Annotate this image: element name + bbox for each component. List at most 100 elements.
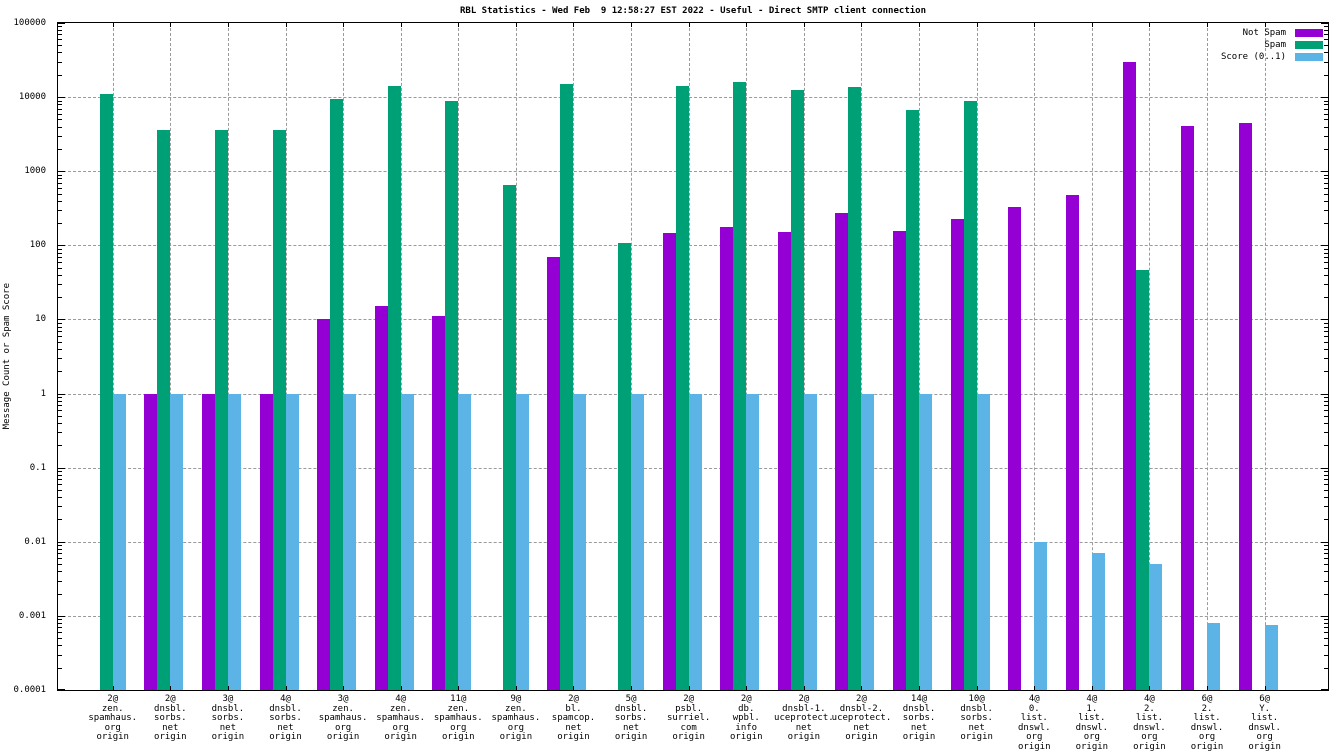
y-minor-tick bbox=[58, 61, 62, 63]
y-minor-tick bbox=[1324, 396, 1328, 398]
bar-not-spam bbox=[432, 316, 446, 690]
y-minor-tick bbox=[1324, 400, 1328, 402]
x-tick bbox=[227, 686, 229, 690]
y-minor-tick bbox=[58, 261, 62, 263]
y-minor-tick bbox=[58, 548, 62, 550]
bar-not-spam bbox=[1123, 61, 1137, 690]
bar-spam bbox=[618, 243, 632, 690]
x-gridline bbox=[1149, 23, 1151, 690]
y-major-tick bbox=[58, 245, 65, 247]
legend-label: Spam bbox=[1264, 40, 1286, 50]
bar-spam bbox=[963, 101, 977, 690]
x-tick bbox=[688, 686, 690, 690]
bar-not-spam bbox=[259, 393, 273, 690]
y-minor-tick bbox=[1324, 252, 1328, 254]
y-minor-tick bbox=[1324, 593, 1328, 595]
y-minor-tick bbox=[1324, 548, 1328, 550]
x-tick bbox=[861, 686, 863, 690]
y-minor-tick bbox=[1324, 100, 1328, 102]
y-tick-label: 0.01 bbox=[24, 536, 46, 547]
bar-not-spam bbox=[144, 393, 158, 690]
y-minor-tick bbox=[58, 553, 62, 555]
legend-row: Not Spam bbox=[1221, 27, 1323, 39]
y-minor-tick bbox=[58, 74, 62, 76]
y-major-tick bbox=[1321, 467, 1328, 469]
x-gridline bbox=[343, 23, 345, 690]
y-minor-tick bbox=[58, 187, 62, 189]
y-tick-label: 10000 bbox=[18, 92, 46, 103]
y-minor-tick bbox=[1324, 489, 1328, 491]
y-minor-tick bbox=[1324, 619, 1328, 621]
y-minor-tick bbox=[58, 104, 62, 106]
y-minor-tick bbox=[58, 200, 62, 202]
x-gridline bbox=[746, 23, 748, 690]
y-minor-tick bbox=[58, 39, 62, 41]
x-category-label: 6@ 2. list. dnswl. org origin bbox=[1190, 694, 1224, 752]
y-minor-tick bbox=[58, 284, 62, 286]
x-category-label: 3@ dnsbl. sorbs. net origin bbox=[211, 694, 245, 742]
x-tick bbox=[976, 686, 978, 690]
x-tick bbox=[1207, 23, 1209, 27]
bar-score-0-1- bbox=[458, 393, 472, 690]
x-tick bbox=[458, 23, 460, 27]
y-major-tick bbox=[58, 319, 65, 321]
bar-spam bbox=[272, 130, 286, 690]
y-minor-tick bbox=[1324, 45, 1328, 47]
x-tick bbox=[803, 23, 805, 27]
y-minor-tick bbox=[58, 484, 62, 486]
y-minor-tick bbox=[1324, 104, 1328, 106]
x-tick bbox=[1149, 686, 1151, 690]
y-minor-tick bbox=[1324, 322, 1328, 324]
x-category-label: 3@ zen. spamhaus. org origin bbox=[318, 694, 368, 742]
y-minor-tick bbox=[58, 415, 62, 417]
bar-not-spam bbox=[835, 213, 849, 690]
x-category-label: 2@ db. wpbl. info origin bbox=[730, 694, 763, 742]
bar-not-spam bbox=[950, 218, 964, 690]
y-minor-tick bbox=[1324, 645, 1328, 647]
y-minor-tick bbox=[58, 506, 62, 508]
y-major-tick bbox=[58, 541, 65, 543]
x-gridline bbox=[803, 23, 805, 690]
y-minor-tick bbox=[1324, 445, 1328, 447]
legend-label: Not Spam bbox=[1242, 28, 1286, 38]
y-tick-label: 1 bbox=[40, 388, 46, 399]
y-minor-tick bbox=[1324, 126, 1328, 128]
y-tick-label: 1000 bbox=[24, 166, 46, 177]
y-minor-tick bbox=[58, 297, 62, 299]
y-minor-tick bbox=[58, 396, 62, 398]
x-gridline bbox=[861, 23, 863, 690]
bar-spam bbox=[502, 184, 516, 690]
y-minor-tick bbox=[58, 223, 62, 225]
bar-score-0-1- bbox=[976, 393, 990, 690]
x-category-label: 14@ dnsbl. sorbs. net origin bbox=[902, 694, 936, 742]
y-minor-tick bbox=[1324, 371, 1328, 373]
y-minor-tick bbox=[58, 341, 62, 343]
bar-spam bbox=[790, 90, 804, 690]
y-major-tick bbox=[58, 97, 65, 99]
y-minor-tick bbox=[1324, 330, 1328, 332]
bar-spam bbox=[906, 109, 920, 690]
y-minor-tick bbox=[58, 126, 62, 128]
y-minor-tick bbox=[1324, 558, 1328, 560]
y-major-tick bbox=[1321, 689, 1328, 690]
bar-not-spam bbox=[662, 233, 676, 690]
x-tick bbox=[170, 686, 172, 690]
bar-not-spam bbox=[1181, 125, 1195, 690]
y-minor-tick bbox=[1324, 571, 1328, 573]
x-tick bbox=[112, 23, 114, 27]
y-minor-tick bbox=[58, 667, 62, 669]
y-minor-tick bbox=[1324, 580, 1328, 582]
y-major-tick bbox=[1321, 319, 1328, 321]
x-axis-labels: 2@ zen. spamhaus. org origin 2@ dnsbl. so… bbox=[58, 692, 1328, 756]
y-major-tick bbox=[58, 615, 65, 617]
x-tick bbox=[1264, 23, 1266, 27]
y-minor-tick bbox=[58, 497, 62, 499]
x-gridline bbox=[285, 23, 287, 690]
legend: Not Spam Spam Score (0..1) bbox=[1221, 27, 1323, 63]
bar-spam bbox=[157, 130, 171, 690]
x-category-label: 9@ zen. spamhaus. org origin bbox=[491, 694, 541, 742]
y-minor-tick bbox=[58, 148, 62, 150]
y-minor-tick bbox=[1324, 223, 1328, 225]
y-minor-tick bbox=[58, 252, 62, 254]
